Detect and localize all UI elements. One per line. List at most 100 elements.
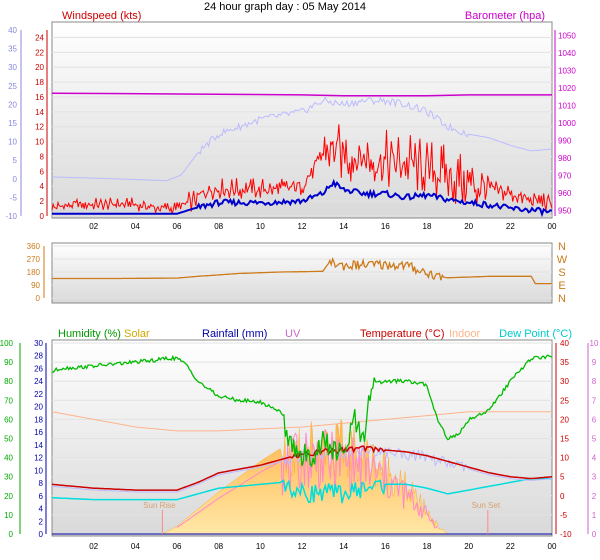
outer-tick-label: 5 [13, 156, 18, 165]
uv-tick-label: 5 [592, 435, 597, 444]
outer-tick-label: 30 [8, 63, 17, 72]
rain-tick-label: 16 [34, 428, 43, 437]
baro-tick-label: 1000 [558, 119, 576, 128]
x-tick-label: 04 [131, 222, 140, 231]
humidity-tick-label: 0 [9, 530, 14, 539]
x-tick-label: 00 [548, 542, 557, 551]
baro-tick-label: 970 [558, 172, 572, 181]
x-tick-label: 22 [506, 222, 515, 231]
temp-tick-label: 10 [560, 454, 569, 463]
x-tick-label: 00 [548, 222, 557, 231]
dewpoint-line [51, 477, 552, 504]
humidity-tick-label: 90 [4, 358, 13, 367]
temperature-label: Temperature (°C) [360, 328, 444, 340]
humidity-tick-label: 20 [4, 492, 13, 501]
chart-title: 24 hour graph day : 05 May 2014 [204, 1, 366, 13]
wind-direction-line [52, 256, 552, 285]
uv-tick-label: 1 [592, 511, 597, 520]
direction-tick-label: 180 [27, 268, 41, 277]
compass-label: N [558, 241, 566, 253]
humidity-tick-label: 30 [4, 473, 13, 482]
uv-label: UV [285, 328, 301, 340]
rain-tick-label: 20 [34, 403, 43, 412]
humidity-tick-label: 70 [4, 396, 13, 405]
baro-tick-label: 990 [558, 137, 572, 146]
indoor-temp-line [51, 411, 552, 432]
outer-tick-label: -5 [10, 193, 18, 202]
wind-tick-label: 24 [35, 33, 44, 42]
baro-tick-label: 950 [558, 207, 572, 216]
wind-panel-frame [51, 21, 553, 219]
x-tick-label: 22 [506, 542, 515, 551]
x-tick-label: 10 [256, 222, 265, 231]
barometer-label: Barometer (hpa) [465, 10, 545, 22]
baro-tick-label: 960 [558, 189, 572, 198]
wind-avg-line [52, 178, 553, 218]
rain-tick-label: 24 [34, 377, 43, 386]
humidity-tick-label: 100 [0, 339, 14, 348]
rainfall-label: Rainfall (mm) [202, 328, 267, 340]
rain-tick-label: 12 [34, 454, 43, 463]
wind-tick-label: 16 [35, 93, 44, 102]
rain-tick-label: 30 [34, 339, 43, 348]
uv-tick-label: 10 [590, 339, 599, 348]
humidity-tick-label: 50 [4, 435, 13, 444]
wind-tick-label: 2 [40, 197, 45, 206]
dewpoint-label: Dew Point (°C) [499, 328, 572, 340]
rain-tick-label: 18 [34, 415, 43, 424]
rain-tick-label: 4 [39, 505, 44, 514]
temp-humidity-panel: 1009080706050403020100302826242220181614… [0, 339, 599, 551]
rain-tick-label: 26 [34, 364, 43, 373]
wind-tick-label: 8 [40, 152, 45, 161]
outer-tick-label: 0 [13, 175, 18, 184]
temp-tick-label: -10 [560, 530, 572, 539]
temp-tick-label: 40 [560, 339, 569, 348]
outer-tick-label: 40 [8, 26, 17, 35]
rain-tick-label: 10 [34, 466, 43, 475]
x-tick-label: 02 [89, 222, 98, 231]
uv-tick-label: 8 [592, 377, 597, 386]
compass-label: E [558, 280, 565, 292]
windspeed-label: Windspeed (kts) [62, 10, 141, 22]
uv-tick-label: 9 [592, 358, 597, 367]
baro-tick-label: 980 [558, 154, 572, 163]
outer-tick-label: 15 [8, 119, 17, 128]
temp-tick-label: 30 [560, 377, 569, 386]
x-tick-label: 16 [381, 542, 390, 551]
x-tick-label: 06 [173, 542, 182, 551]
baro-tick-label: 1020 [558, 84, 576, 93]
temp-tick-label: 0 [560, 492, 565, 501]
indoor-label: Indoor [449, 328, 481, 340]
compass-label: N [558, 293, 566, 305]
rain-tick-label: 22 [34, 390, 43, 399]
uv-tick-label: 2 [592, 492, 597, 501]
temp-tick-label: 15 [560, 435, 569, 444]
outer-tick-label: 35 [8, 45, 17, 54]
sunset-annotation: Sun Set [472, 501, 501, 510]
compass-label: S [558, 267, 565, 279]
wind-tick-label: 0 [40, 212, 45, 221]
compass-label: W [557, 254, 568, 266]
direction-tick-label: 90 [31, 281, 40, 290]
rain-tick-label: 8 [39, 479, 44, 488]
x-tick-label: 16 [381, 222, 390, 231]
rain-tick-label: 28 [34, 352, 43, 361]
sunrise-annotation: Sun Rise [143, 501, 176, 510]
x-tick-label: 02 [89, 542, 98, 551]
wind-tick-label: 10 [35, 138, 44, 147]
baro-tick-label: 1030 [558, 66, 576, 75]
direction-tick-label: 270 [27, 255, 41, 264]
temp-tick-label: 20 [560, 415, 569, 424]
outer-tick-label: -10 [5, 212, 17, 221]
wind-tick-label: 12 [35, 123, 44, 132]
baro-tick-label: 1010 [558, 101, 576, 110]
uv-tick-label: 7 [592, 396, 597, 405]
wind-tick-label: 22 [35, 48, 44, 57]
temperature-variance-line [51, 444, 553, 493]
temp-tick-label: 35 [560, 358, 569, 367]
barometer-line [51, 92, 552, 97]
baro-tick-label: 1040 [558, 49, 576, 58]
